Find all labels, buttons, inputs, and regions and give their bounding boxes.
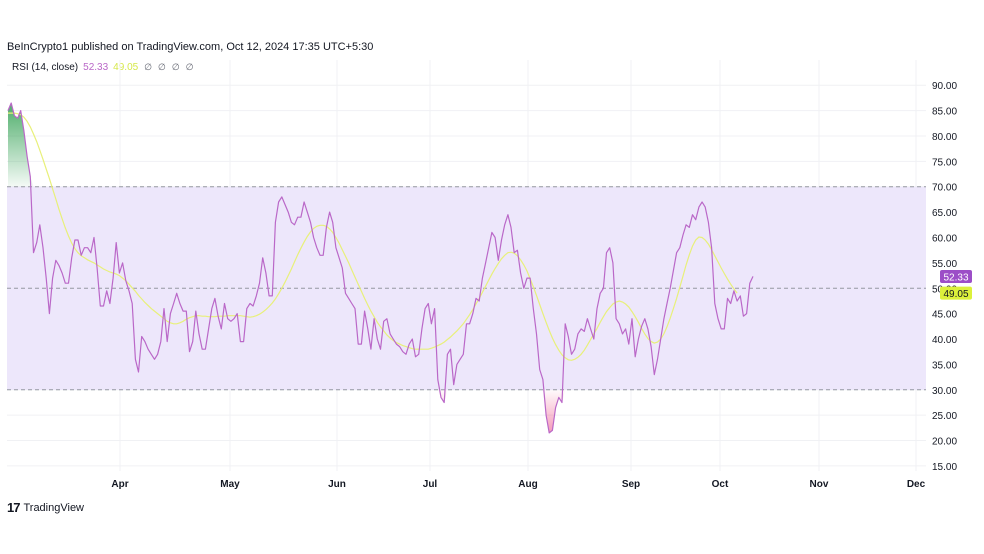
rsi-last-value-tag: 52.33 (943, 272, 968, 283)
y-tick-label: 60.00 (932, 234, 957, 245)
na-value-icon: ∅ (185, 62, 194, 72)
y-tick-label: 30.00 (932, 386, 957, 397)
ma-last-value-tag: 49.05 (943, 289, 968, 300)
y-tick-label: 35.00 (932, 360, 957, 371)
x-tick-label: May (220, 479, 240, 490)
y-tick-label: 20.00 (932, 437, 957, 448)
y-tick-label: 75.00 (932, 157, 957, 168)
ma-legend-value: 49.05 (113, 62, 139, 73)
x-tick-label: Jun (328, 479, 346, 490)
y-tick-label: 80.00 (932, 132, 957, 143)
y-tick-label: 90.00 (932, 81, 957, 92)
x-tick-label: Apr (111, 479, 128, 490)
na-value-icon: ∅ (171, 62, 180, 72)
y-tick-label: 25.00 (932, 411, 957, 422)
y-tick-label: 70.00 (932, 183, 957, 194)
na-value-icon: ∅ (144, 62, 153, 72)
x-tick-label: Sep (622, 479, 640, 490)
x-tick-label: Jul (423, 479, 438, 490)
rsi-last-value-tag-bg (940, 269, 972, 283)
y-tick-label: 85.00 (932, 107, 957, 118)
tradingview-logo-icon: 17 (7, 500, 21, 515)
rsi-line (7, 102, 754, 434)
rsi-band-background (7, 186, 926, 390)
y-tick-label: 55.00 (932, 259, 957, 270)
x-tick-label: Aug (518, 479, 537, 490)
indicator-name[interactable]: RSI (14, close) (12, 62, 79, 73)
y-tick-label: 40.00 (932, 335, 957, 346)
tradingview-logo[interactable]: 17 TradingView (7, 500, 84, 515)
na-value-icon: ∅ (158, 62, 166, 72)
tradingview-logo-text: TradingView (23, 501, 85, 514)
rsi-legend-value: 52.33 (83, 62, 109, 73)
ma-last-value-tag-bg (940, 286, 972, 300)
indicator-legend: RSI (14, close) 52.33 49.05 ∅ ∅ ∅ ∅ (12, 62, 194, 73)
y-tick-label: 45.00 (932, 310, 957, 321)
y-tick-label: 15.00 (932, 462, 957, 473)
x-tick-label: Dec (907, 479, 926, 490)
x-tick-label: Nov (810, 479, 829, 490)
publisher-caption: BeInCrypto1 published on TradingView.com… (7, 41, 374, 53)
x-tick-label: Oct (712, 479, 729, 490)
y-tick-label: 65.00 (932, 208, 957, 219)
